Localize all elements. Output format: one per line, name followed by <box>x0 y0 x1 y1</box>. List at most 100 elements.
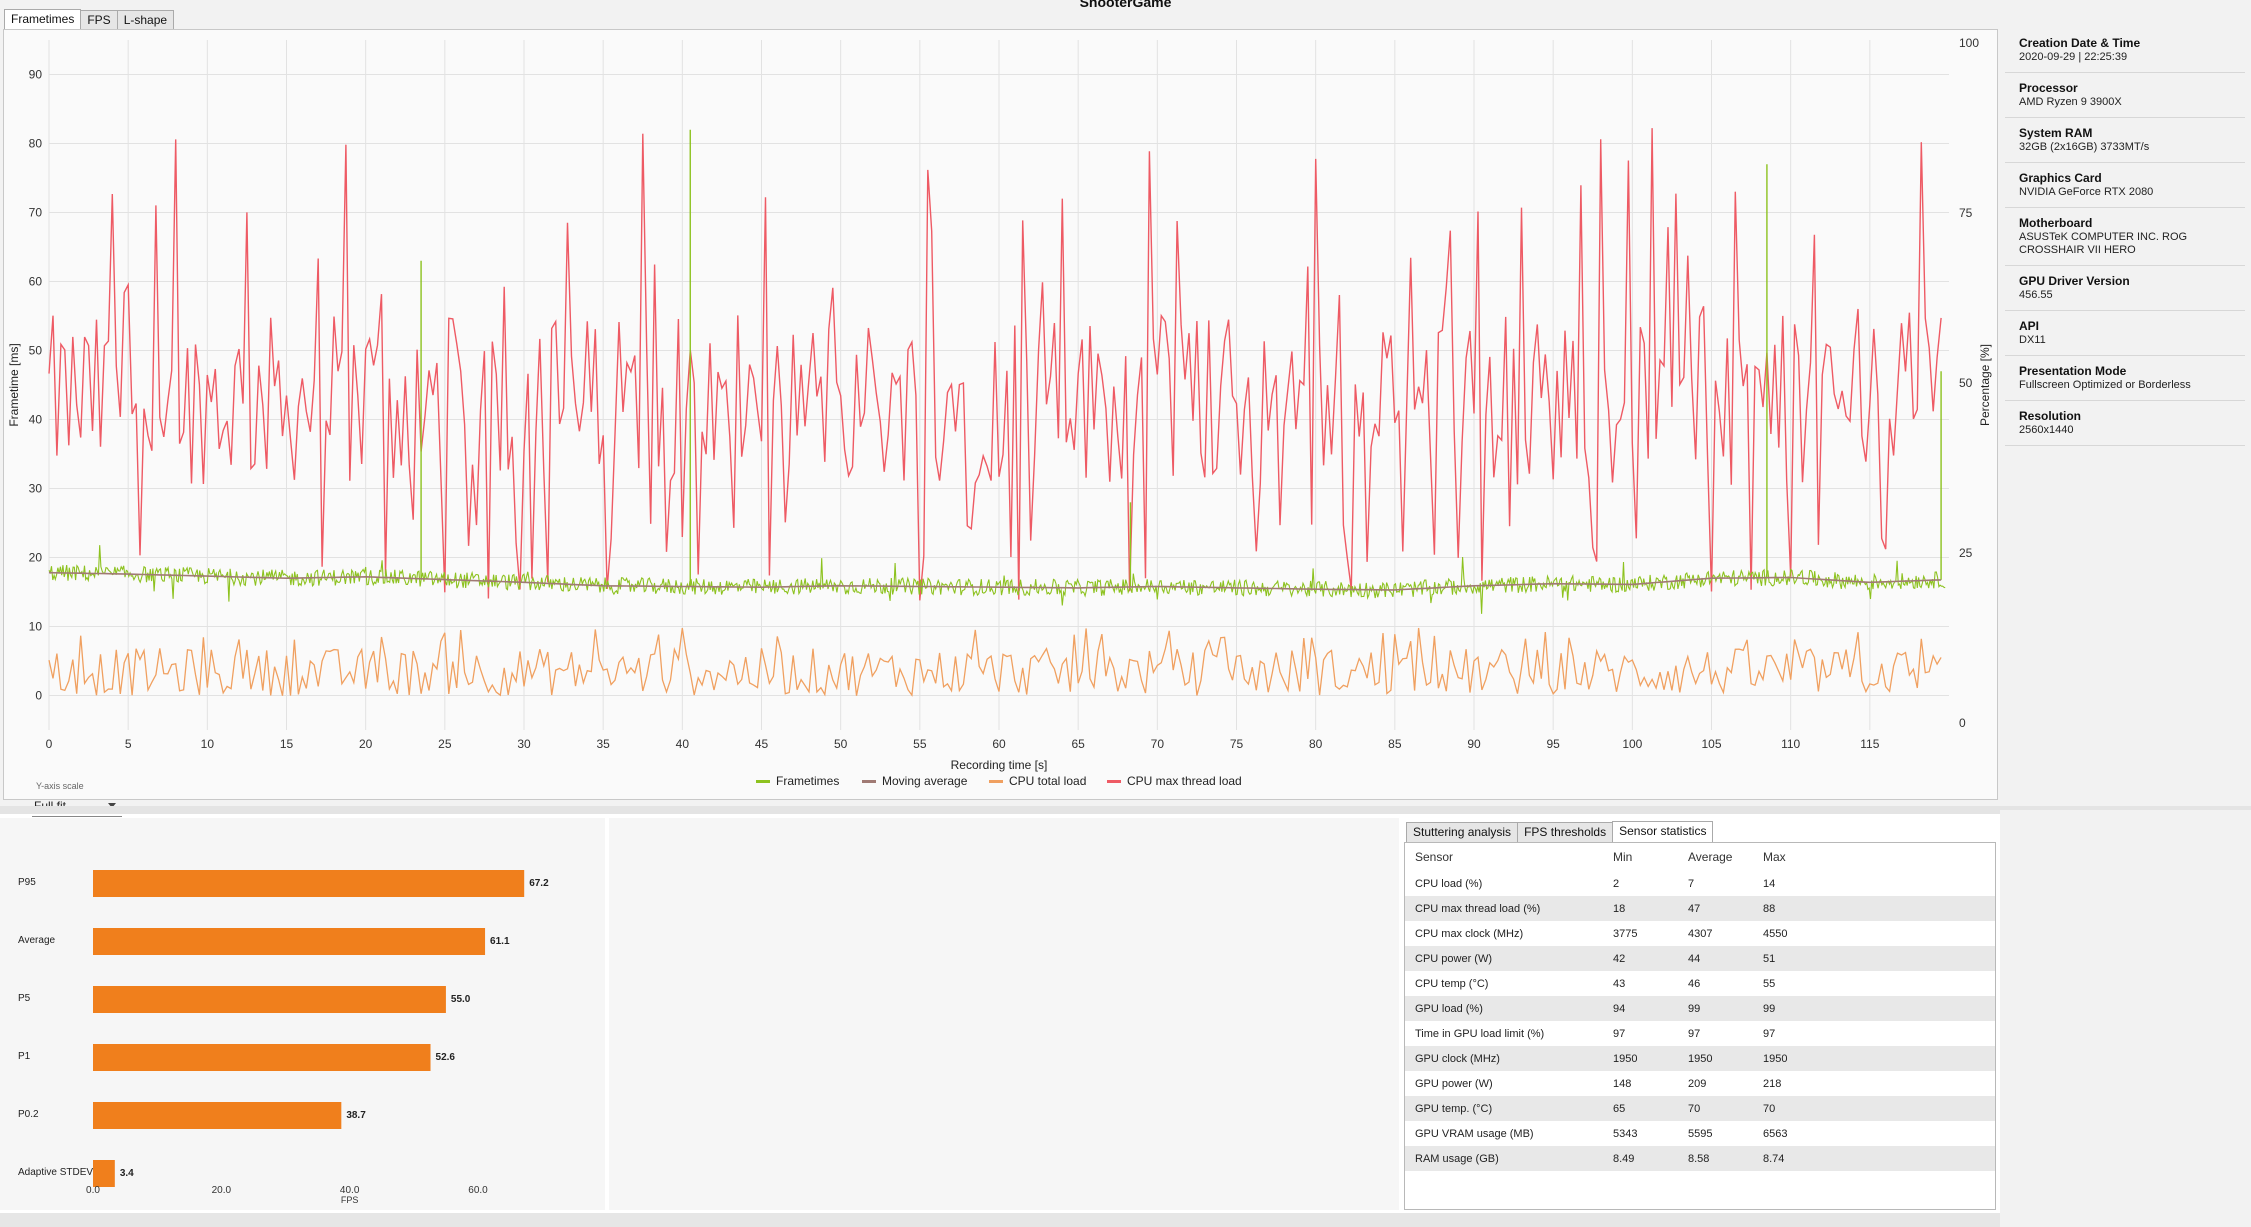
table-cell: 218 <box>1763 1077 1782 1090</box>
table-cell: 88 <box>1755 896 1995 921</box>
tab-fps[interactable]: FPS <box>80 10 118 30</box>
tab-frametimes[interactable]: Frametimes <box>4 9 82 30</box>
status-strip <box>0 1213 2000 1227</box>
legend-swatch <box>1107 780 1121 783</box>
info-item: System RAM 32GB (2x16GB) 3733MT/s <box>2005 118 2245 163</box>
table-cell: 55 <box>1763 977 1776 990</box>
info-value: NVIDIA GeForce RTX 2080 <box>2019 186 2154 198</box>
tab-l-shape[interactable]: L-shape <box>116 10 175 30</box>
table-cell: CPU max clock (MHz) <box>1415 927 1524 940</box>
y2-axis-label: Percentage [%] <box>1978 344 1992 426</box>
info-key: GPU Driver Version <box>2019 274 2130 288</box>
x-tick-label: 5 <box>125 737 132 751</box>
y2-tick-label: 0 <box>1959 716 1966 730</box>
info-key: Processor <box>2019 81 2078 95</box>
bar <box>93 1102 342 1129</box>
panel-splitter[interactable] <box>0 806 2251 814</box>
info-item: Resolution 2560x1440 <box>2005 401 2245 446</box>
chart-title: ShooterGame <box>1079 0 1172 10</box>
table-cell: 209 <box>1688 1077 1707 1090</box>
table-cell: CPU temp (°C) <box>1415 977 1489 990</box>
table-row[interactable]: GPU temp. (°C) 65 70 70 <box>1405 1096 1995 1121</box>
table-row[interactable]: GPU VRAM usage (MB) 5343 5595 6563 <box>1405 1121 1995 1146</box>
x-tick-label: 65 <box>1071 737 1085 751</box>
bar-value-label: 3.4 <box>120 1168 134 1179</box>
tab-stuttering-analysis[interactable]: Stuttering analysis <box>1406 822 1519 842</box>
bar-value-label: 61.1 <box>490 936 510 947</box>
table-header-row: Sensor Min Average Max <box>1405 843 1995 871</box>
bar-category-label: P95 <box>18 877 36 888</box>
column-header-sensor[interactable]: Sensor <box>1405 843 1605 871</box>
tab-fps-thresholds[interactable]: FPS thresholds <box>1517 822 1614 842</box>
bar-x-tick-label: 40.0 <box>340 1185 360 1196</box>
legend-swatch <box>862 780 876 783</box>
legend-label: CPU max thread load <box>1127 774 1242 788</box>
x-tick-label: 75 <box>1230 737 1244 751</box>
bar-x-tick-label: 60.0 <box>468 1185 488 1196</box>
legend: Frametimes Moving average CPU total load CP… <box>756 774 1242 788</box>
info-item: GPU Driver Version 456.55 <box>2005 266 2245 311</box>
table-row[interactable]: GPU clock (MHz) 1950 1950 1950 <box>1405 1046 1995 1071</box>
table-cell: 99 <box>1755 996 1995 1021</box>
table-cell: 4550 <box>1763 927 1788 940</box>
x-tick-label: 70 <box>1151 737 1165 751</box>
table-cell: Time in GPU load limit (%) <box>1415 1027 1545 1040</box>
sensor-table-body: CPU load (%) 2 7 14 CPU max thread load (%) 1… <box>1405 871 1995 1171</box>
table-row[interactable]: Time in GPU load limit (%) 97 97 97 <box>1405 1021 1995 1046</box>
series-moving-average <box>48 571 1942 591</box>
series-cpu-max-thread-load <box>48 128 1942 601</box>
table-row[interactable]: CPU max clock (MHz) 3775 4307 4550 <box>1405 921 1995 946</box>
table-row[interactable]: CPU temp (°C) 43 46 55 <box>1405 971 1995 996</box>
info-key: Resolution <box>2019 409 2081 423</box>
column-header-max[interactable]: Max <box>1755 843 1995 871</box>
legend-swatch <box>756 780 770 783</box>
bar <box>93 1160 115 1187</box>
right-filler <box>2000 810 2251 1227</box>
sensor-statistics-table-container[interactable]: Sensor Min Average Max CPU load (%) 2 7 14 C… <box>1404 842 1996 1210</box>
x-tick-label: 20 <box>359 737 373 751</box>
tab-sensor-statistics[interactable]: Sensor statistics <box>1612 821 1714 842</box>
y-tick-label: 20 <box>29 551 43 565</box>
table-cell: CPU max thread load (%) <box>1405 896 1605 921</box>
table-row[interactable]: CPU power (W) 42 44 51 <box>1405 946 1995 971</box>
table-cell: 18 <box>1605 896 1680 921</box>
y-tick-label: 60 <box>29 275 43 289</box>
table-row[interactable]: CPU max thread load (%) 18 47 88 <box>1405 896 1995 921</box>
frametime-chart-frame: 0 5 10 15 20 25 30 35 40 45 50 55 60 65 70 75 80 85 90 95 10… <box>3 29 1999 817</box>
x-tick-label: 55 <box>913 737 927 751</box>
table-cell: 1950 <box>1605 1046 1680 1071</box>
table-cell: 99 <box>1680 996 1755 1021</box>
table-cell: GPU load (%) <box>1405 996 1605 1021</box>
x-tick-label: 115 <box>1860 737 1879 751</box>
x-tick-label: 30 <box>517 737 531 751</box>
info-value: AMD Ryzen 9 3900X <box>2019 96 2122 108</box>
y-tick-label: 70 <box>29 206 43 220</box>
table-row[interactable]: CPU load (%) 2 7 14 <box>1405 871 1995 896</box>
bar-category-label: P5 <box>18 993 31 1004</box>
x-tick-label: 50 <box>834 737 848 751</box>
info-item: API DX11 <box>2005 311 2245 356</box>
info-value: 32GB (2x16GB) 3733MT/s <box>2019 141 2150 153</box>
table-row[interactable]: GPU power (W) 148 209 218 <box>1405 1071 1995 1096</box>
table-cell: 42 <box>1605 946 1680 971</box>
series-cpu-total-load <box>48 627 1942 697</box>
y-tick-label: 30 <box>29 482 43 496</box>
info-item: Presentation Mode Fullscreen Optimized or… <box>2005 356 2245 401</box>
column-header-min[interactable]: Min <box>1605 843 1680 871</box>
table-row[interactable]: GPU load (%) 94 99 99 <box>1405 996 1995 1021</box>
column-header-average[interactable]: Average <box>1680 843 1755 871</box>
bar-value-label: 55.0 <box>451 994 471 1005</box>
table-cell: 51 <box>1755 946 1995 971</box>
table-cell: 1950 <box>1680 1046 1755 1071</box>
info-item: Motherboard ASUSTeK COMPUTER INC. ROG CRO… <box>2005 208 2245 266</box>
y-tick-label: 80 <box>29 137 43 151</box>
y2-tick-label: 75 <box>1959 206 1973 220</box>
x-axis-label: Recording time [s] <box>951 758 1048 772</box>
y-tick-label: 40 <box>29 413 43 427</box>
bar-value-label: 67.2 <box>529 878 549 889</box>
table-cell: 94 <box>1605 996 1680 1021</box>
table-row[interactable]: RAM usage (GB) 8.49 8.58 8.74 <box>1405 1146 1995 1171</box>
x-tick-label: 60 <box>992 737 1006 751</box>
legend-label: Frametimes <box>776 774 839 788</box>
frametime-chart[interactable]: 0 5 10 15 20 25 30 35 40 45 50 55 60 65 70 75 80 85 90 95 10… <box>4 30 1999 801</box>
